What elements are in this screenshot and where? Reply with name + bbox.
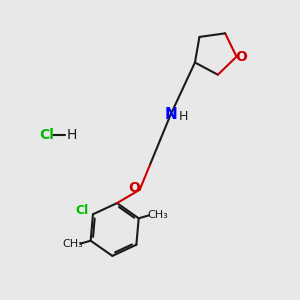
Text: Cl: Cl xyxy=(75,204,88,217)
Text: O: O xyxy=(128,181,140,195)
Text: N: N xyxy=(164,107,177,122)
Text: Cl: Cl xyxy=(40,128,54,142)
Text: O: O xyxy=(235,50,247,64)
Text: H: H xyxy=(178,110,188,123)
Text: CH₃: CH₃ xyxy=(63,238,83,249)
Text: CH₃: CH₃ xyxy=(147,210,168,220)
Text: H: H xyxy=(67,128,77,142)
